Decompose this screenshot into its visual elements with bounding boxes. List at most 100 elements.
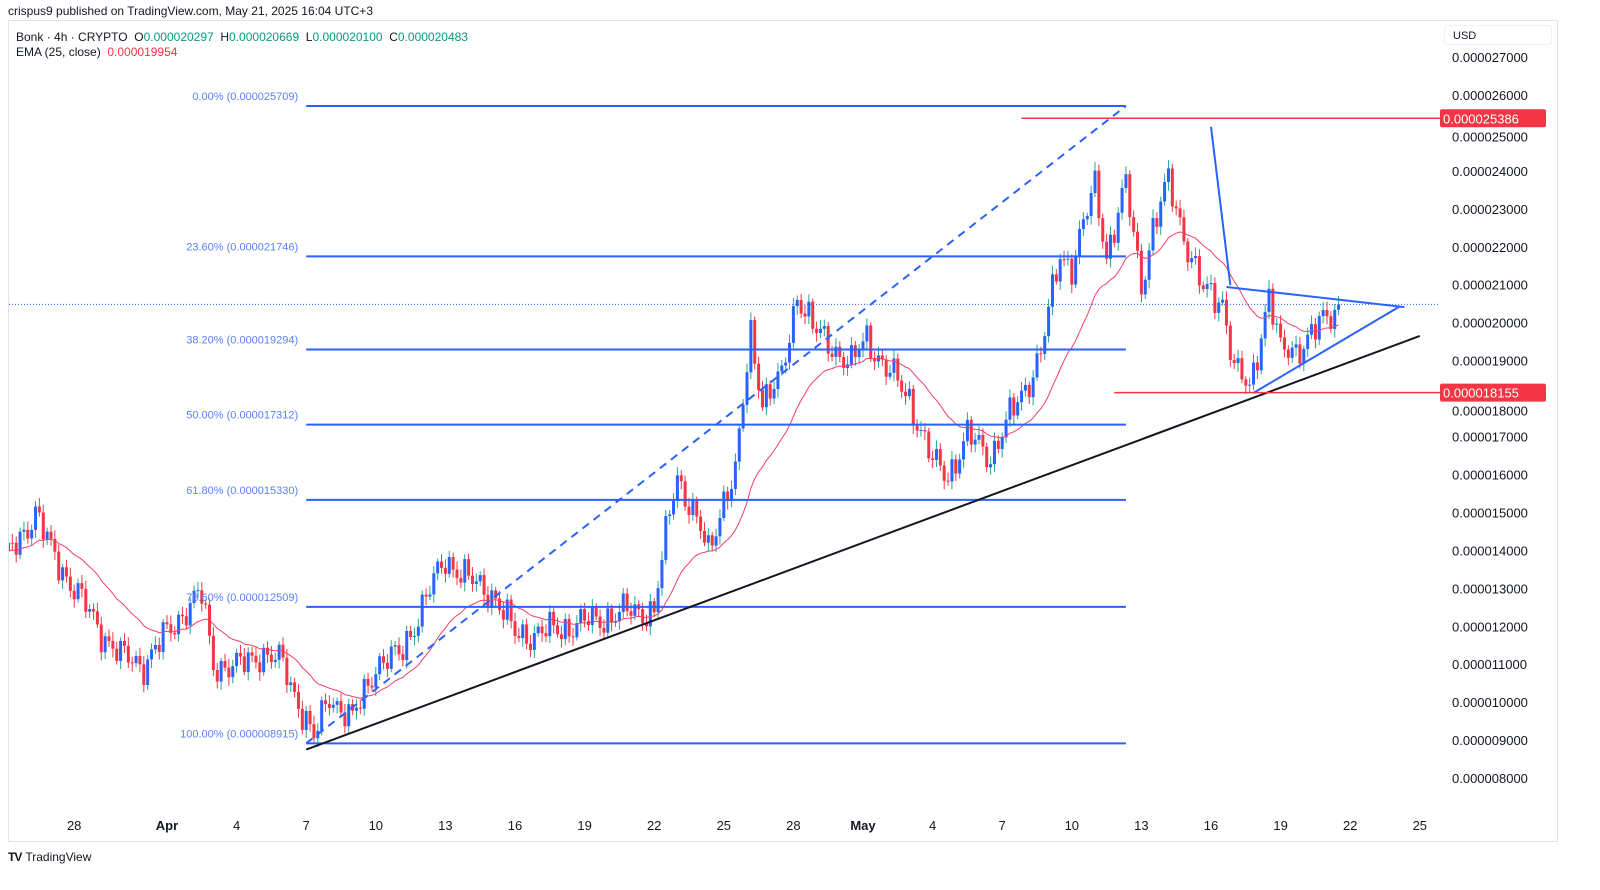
candle-up [420,594,424,627]
steep-downtrend [1210,126,1232,286]
candle-up [134,656,138,664]
candle-down [111,640,115,649]
candle-down [53,538,57,552]
candle-up [888,372,892,377]
y-tick-label: 0.000013000 [1452,581,1528,596]
candle-up [412,635,416,637]
candle-down [815,328,819,333]
tradingview-brand[interactable]: TV TradingView [8,850,91,864]
candle-up [784,362,788,366]
candle-up [1267,288,1271,312]
candle-up [30,529,34,539]
candle-up [196,590,200,592]
candle-down [242,656,246,673]
candle-down [803,313,807,317]
candle-down [324,700,328,704]
x-tick-label: 4 [929,818,936,833]
candle-down [571,636,575,638]
chart-legend: Bonk · 4h · CRYPTO O0.000020297 H0.00002… [16,30,468,60]
ema-value: 0.000019954 [107,45,178,59]
candle-up [9,542,10,552]
candle-up [1205,284,1209,290]
candle-up [849,345,853,365]
candle-up [934,449,938,460]
candle-down [184,616,188,626]
candle-up [432,573,436,595]
candle-up [621,593,625,612]
candle-down [92,609,96,612]
candle-up [393,645,397,647]
candle-up [745,372,749,405]
candle-down [165,622,169,625]
candle-down [760,389,764,408]
y-tick-label: 0.000024000 [1452,164,1528,179]
candle-down [880,355,884,360]
candle-down [1012,397,1016,416]
candle-down [1282,337,1286,350]
candle-up [1016,402,1020,416]
candle-up [335,701,339,705]
fib-level-label: 100.00% (0.000008915) [180,728,298,740]
candle-up [474,581,478,584]
currency-selector[interactable]: USD [1444,25,1552,45]
candle-down [64,567,68,577]
candle-up [672,500,676,515]
candle-up [1031,377,1035,398]
candle-down [115,648,119,661]
x-tick-label: 19 [577,818,591,833]
candle-down [68,576,72,591]
candle-up [795,300,799,307]
candle-up [536,626,540,634]
candle-down [1027,384,1031,398]
candle-down [1279,323,1283,338]
candle-up [675,475,679,501]
x-tick-label: 28 [786,818,800,833]
fib-level-label: 61.80% (0.000015330) [186,485,298,497]
candle-up [161,622,165,652]
candle-up [34,506,38,530]
candle-down [296,691,300,709]
fib-diagonal [305,105,1127,745]
candle-up [1166,168,1170,182]
candle-up [1147,250,1151,280]
symbol-label[interactable]: Bonk · 4h · CRYPTO [16,30,128,44]
candle-up [1116,212,1120,243]
candle-down [10,542,14,544]
candle-up [1004,419,1008,438]
candle-down [57,551,61,581]
candle-up [1085,215,1089,220]
candle-down [513,621,517,636]
candle-down [954,459,958,474]
candle-up [447,557,451,574]
candle-up [780,365,784,372]
candle-up [150,649,154,660]
candle-down [95,611,99,625]
candle-down [223,660,227,668]
candle-up [741,404,745,429]
candle-up [1093,170,1097,194]
candle-up [907,388,911,397]
candle-up [188,602,192,626]
candle-down [1240,358,1244,380]
tradingview-logo-icon: TV [8,850,22,864]
candle-down [695,500,699,517]
candle-up [691,500,695,516]
candle-down [904,391,908,397]
ema-label[interactable]: EMA (25, close) [16,45,101,59]
candle-up [722,491,726,518]
candle-down [293,682,297,692]
candle-down [157,644,161,652]
candle-up [706,535,710,543]
candle-up [1275,323,1279,325]
candle-up [807,301,811,317]
candle-down [401,654,405,661]
plot-area: 0.00% (0.000025709) 23.60% (0.000021746) 3… [9,91,1439,751]
candle-down [540,626,544,634]
candle-down [366,678,370,686]
candle-up [1089,193,1093,216]
y-tick-label: 0.000014000 [1452,543,1528,558]
candle-down [343,712,347,727]
candle-up [320,700,324,731]
candle-down [1155,218,1159,227]
